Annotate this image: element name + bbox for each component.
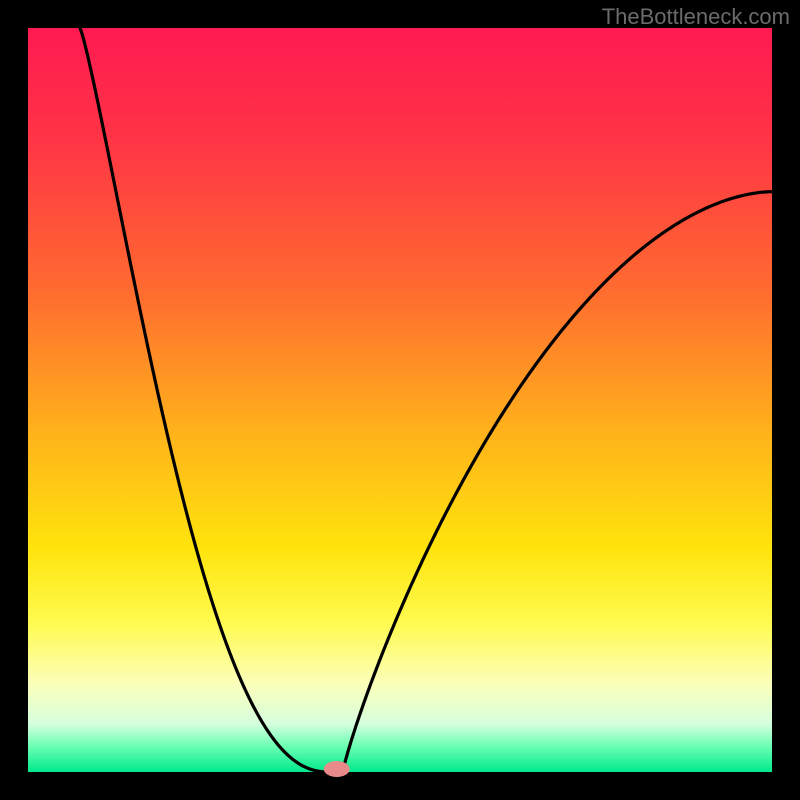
chart-container: TheBottleneck.com [0,0,800,800]
bottleneck-chart [0,0,800,800]
